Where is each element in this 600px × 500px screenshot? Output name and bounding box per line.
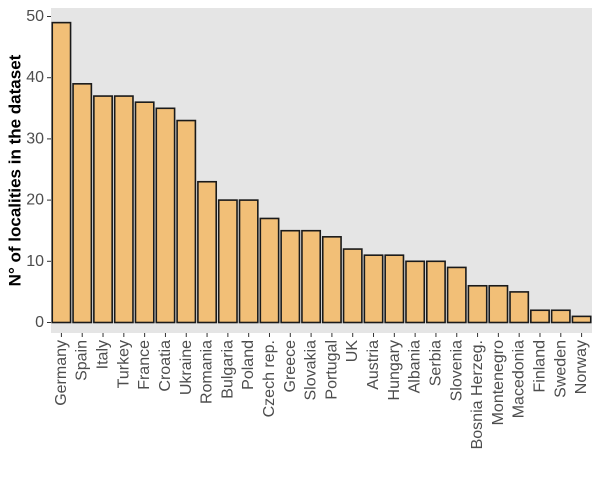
bar-portugal xyxy=(321,236,342,324)
x-tick-label: Ukraine xyxy=(178,340,195,395)
x-tick-label: Slovakia xyxy=(303,340,320,401)
x-tick-label: Norway xyxy=(573,340,590,394)
x-tick-label: Bulgaria xyxy=(219,340,236,399)
bar-bulgaria xyxy=(217,199,238,324)
bar-austria xyxy=(363,254,384,324)
x-tick-label: Sweden xyxy=(552,340,569,398)
x-tick-label: Turkey xyxy=(115,340,132,388)
bars-group xyxy=(51,21,592,324)
x-tick-label: Slovenia xyxy=(448,340,465,401)
bar-turkey xyxy=(113,95,134,324)
bar-albania xyxy=(405,260,426,324)
y-axis-label: N° of localities in the dataset xyxy=(6,54,25,286)
x-tick-label: Albania xyxy=(407,340,424,393)
bar-bosnia-herzeg- xyxy=(467,284,488,324)
bar-poland xyxy=(238,199,259,324)
bar-norway xyxy=(571,315,592,324)
bar-croatia xyxy=(155,107,176,324)
bar-slovakia xyxy=(301,229,322,324)
bar-spain xyxy=(72,83,93,324)
bar-germany xyxy=(51,21,72,324)
bar-sweden xyxy=(550,309,571,324)
bar-czech-rep- xyxy=(259,217,280,324)
x-tick-label: Croatia xyxy=(157,340,174,392)
x-tick-label: UK xyxy=(344,340,361,363)
x-tick-label: Macedonia xyxy=(511,340,528,418)
bar-serbia xyxy=(425,260,446,324)
x-tick-label: Czech rep. xyxy=(261,340,278,417)
x-tick-label: Montenegro xyxy=(490,340,507,425)
x-axis: Germany Spain Italy Turkey France Croatia Ukra… xyxy=(53,333,590,449)
bar-uk xyxy=(342,248,363,324)
bar-france xyxy=(134,101,155,324)
x-tick-label: Poland xyxy=(240,340,257,390)
bar-finland xyxy=(530,309,550,324)
bar-ukraine xyxy=(176,119,197,324)
x-tick-label: Bosnia Herzeg. xyxy=(469,340,486,449)
y-tick-label: 50 xyxy=(26,8,44,25)
x-tick-label: France xyxy=(136,340,153,390)
bar-greece xyxy=(280,229,301,324)
bar-macedonia xyxy=(509,291,530,324)
y-tick-label: 0 xyxy=(35,314,44,331)
x-tick-label: Finland xyxy=(531,340,548,392)
x-tick-label: Italy xyxy=(95,340,112,369)
y-axis: 0 10 20 30 40 50 xyxy=(26,8,51,331)
bar-romania xyxy=(197,180,218,324)
x-tick-label: Austria xyxy=(365,340,382,390)
x-tick-label: Hungary xyxy=(386,340,403,400)
bar-montenegro xyxy=(488,284,509,324)
bar-hungary xyxy=(384,254,405,324)
y-tick-label: 30 xyxy=(26,130,44,147)
bar-italy xyxy=(93,95,113,324)
y-tick-label: 10 xyxy=(26,253,44,270)
x-tick-label: Greece xyxy=(282,340,299,393)
x-tick-label: Spain xyxy=(74,340,91,381)
x-tick-label: Serbia xyxy=(427,340,444,386)
y-tick-label: 20 xyxy=(26,192,44,209)
x-tick-label: Romania xyxy=(199,340,216,404)
x-tick-label: Portugal xyxy=(323,340,340,400)
x-tick-label: Germany xyxy=(53,340,70,406)
bar-slovenia xyxy=(446,266,467,324)
y-tick-label: 40 xyxy=(26,69,44,86)
